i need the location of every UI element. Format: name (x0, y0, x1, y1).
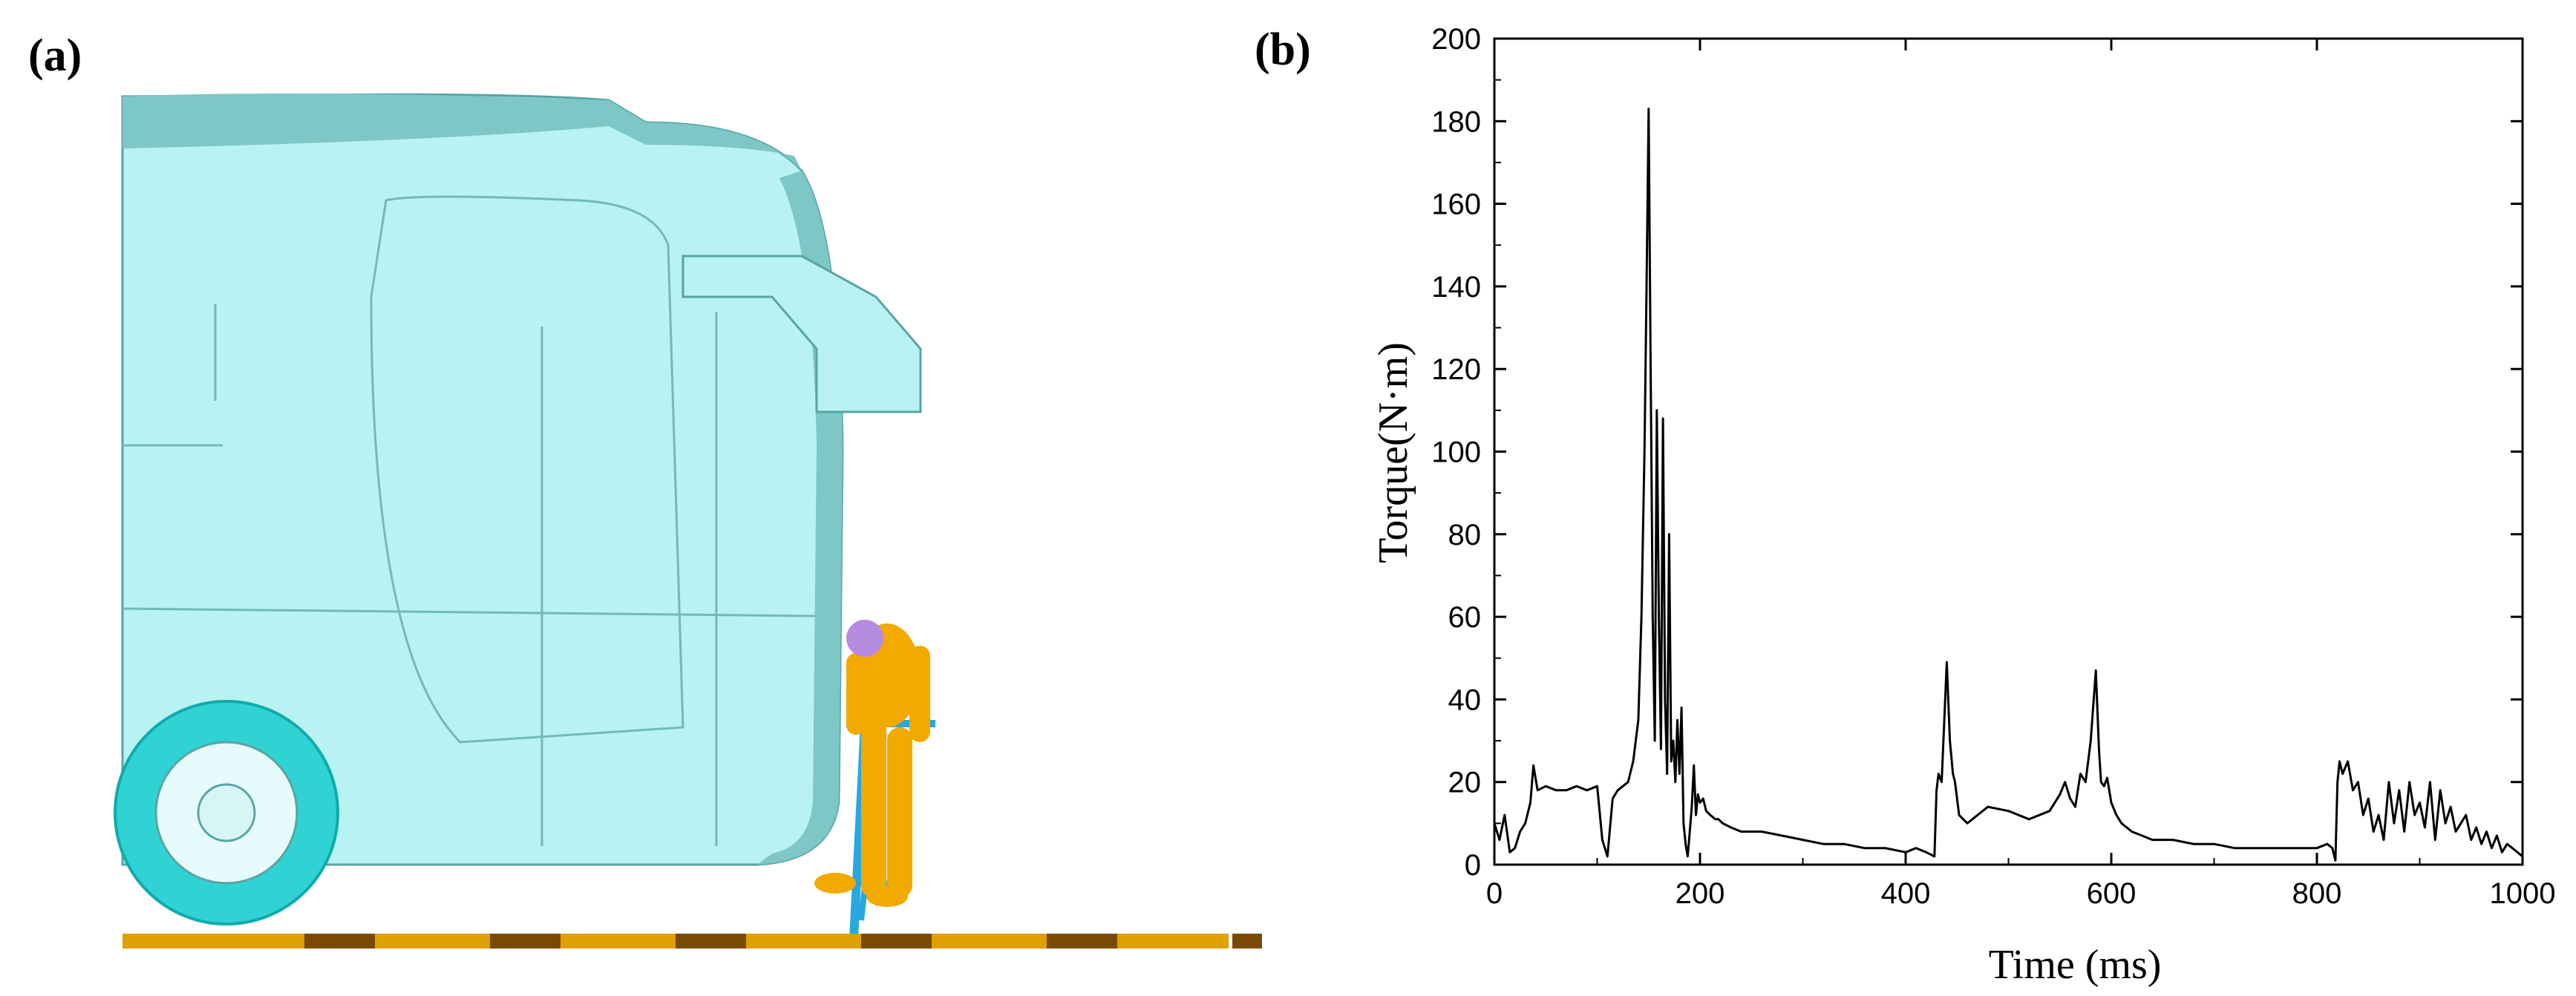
dummy-leg (861, 712, 886, 898)
y-tick-label: 140 (1431, 271, 1481, 304)
bus-panel-line (122, 607, 817, 617)
ground-stripe (861, 934, 932, 949)
bus-roof-shade (122, 94, 802, 171)
ground-strip (122, 934, 1262, 949)
dummy-arm (846, 653, 866, 735)
dummy-head (846, 620, 883, 657)
x-tick-label: 200 (1676, 877, 1725, 910)
y-tick-label: 0 (1465, 849, 1481, 882)
bus-cyclist-simulation-scene (114, 93, 1262, 949)
ground-stripe (1047, 934, 1117, 949)
dummy-arm (909, 646, 930, 742)
y-tick-label: 120 (1431, 353, 1481, 386)
bus-wheel-cap (197, 783, 256, 842)
ground-stripe (490, 934, 560, 949)
x-axis-title: Time (ms) (1989, 942, 2162, 988)
dummy-leg (887, 727, 912, 898)
chart-ticks: 0 200 400 600 800 1000 0 20 40 60 80 100 120 140 160 18… (1431, 23, 2555, 910)
y-tick-label: 100 (1431, 436, 1481, 469)
y-tick-label: 200 (1431, 23, 1481, 56)
y-tick-label: 80 (1448, 519, 1482, 551)
dummy-foot (866, 886, 908, 907)
x-tick-label: 600 (2087, 877, 2137, 910)
bus-mirror (681, 255, 922, 413)
x-tick-label: 1000 (2490, 877, 2556, 910)
ground-stripe (1232, 934, 1262, 949)
cyclist-dummy-illustration (814, 623, 930, 907)
dummy-foot (814, 873, 856, 894)
x-tick-label: 400 (1881, 877, 1931, 910)
panel-label-b: (b) (1255, 24, 1311, 75)
y-tick-label: 180 (1431, 105, 1481, 138)
torque-series-line (1493, 108, 2523, 862)
y-tick-label: 60 (1448, 601, 1482, 634)
x-tick-label: 800 (2292, 877, 2342, 910)
y-tick-label: 20 (1448, 767, 1482, 799)
y-axis-title: Torque(N·m) (1370, 342, 1416, 563)
x-tick-label: 0 (1486, 877, 1503, 910)
ground-stripe (676, 934, 746, 949)
bus-illustration (114, 93, 922, 925)
panel-label-a: (a) (28, 30, 82, 81)
y-tick-label: 160 (1431, 189, 1481, 221)
ground-stripe (304, 934, 375, 949)
y-tick-label: 40 (1448, 684, 1482, 716)
bus-side-window-outline (370, 195, 684, 744)
chart-series (1493, 108, 2523, 862)
